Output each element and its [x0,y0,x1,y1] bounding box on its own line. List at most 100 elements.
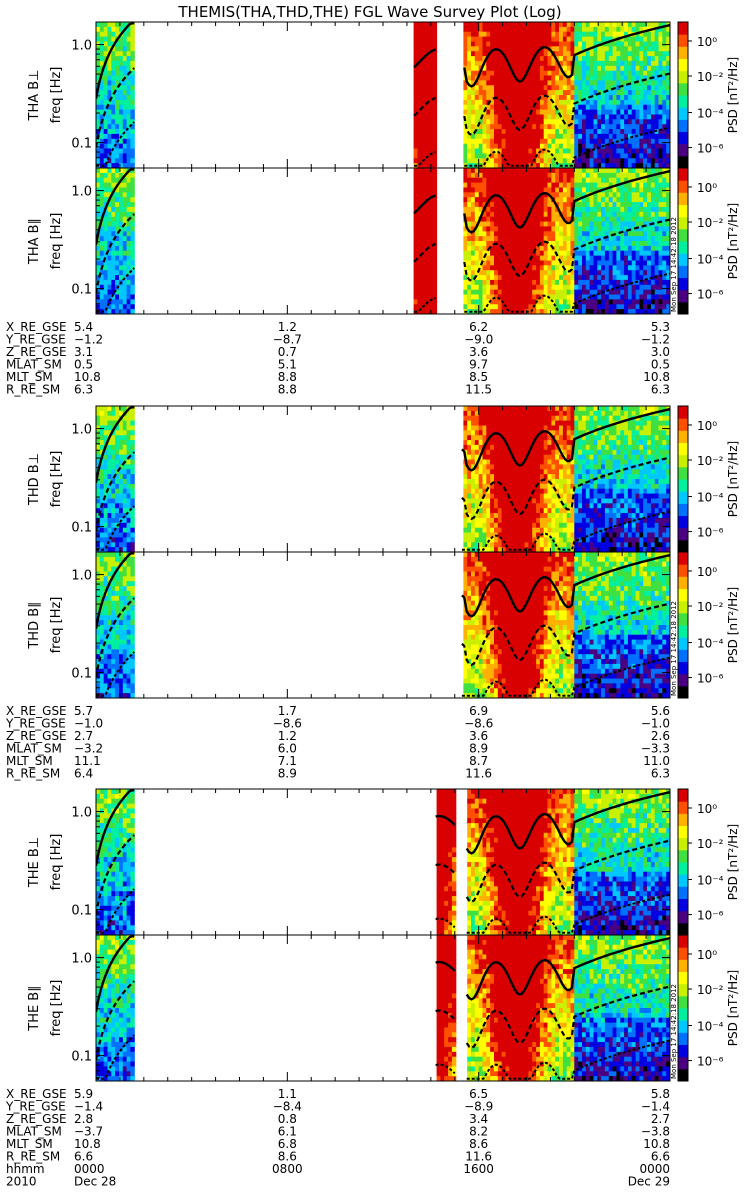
spectrogram-cell [471,95,476,101]
spectrogram-cell [513,265,518,271]
spectrogram-cell [620,275,625,281]
spectrogram-cell [608,211,614,218]
spectrogram-cell [467,153,472,159]
spectrogram-cell [96,119,101,125]
spectrogram-cell [99,226,105,232]
spectrogram-cell [532,231,537,237]
spectrogram-cell [604,211,610,218]
spectrogram-cell [578,206,583,213]
spectrogram-cell [111,221,116,227]
spectrogram-cell [604,36,610,43]
spectrogram-cell [428,182,434,189]
spectrogram-cell [551,109,556,116]
spectrogram-cell [601,60,606,67]
spectrogram-cell [589,153,594,159]
spectrogram-cell [658,129,663,135]
spectrogram-cell [536,22,541,28]
spectrogram-cell [486,508,491,514]
spectrogram-cell [471,206,476,213]
spectrogram-cell [639,60,644,67]
spectrogram-cell [482,241,487,247]
spectrogram-cell [566,75,572,81]
spectrogram-cell [604,41,610,47]
spectrogram-cell [631,211,637,218]
spectrogram-cell [474,513,480,519]
spectrogram-cell [562,51,568,57]
spectrogram-cell [463,250,468,257]
spectrogram-cell [421,95,426,101]
spectrogram-cell [421,270,426,276]
spectrogram-cell [647,275,652,281]
spectrogram-cell [111,508,116,514]
spectrogram-cell [559,221,564,227]
spectrogram-cell [589,231,594,237]
spectrogram-cell [547,163,552,168]
ephemeris-label: Y_RE_GSE [5,333,66,347]
spectrogram-cell [122,22,128,28]
spectrogram-cell [486,75,491,81]
spectrogram-cell [482,104,487,111]
spectrogram-cell [421,138,426,145]
spectrogram-cell [428,124,434,130]
spectrogram-cell [543,51,549,57]
spectrogram-cell [536,143,541,150]
spectrogram-cell [547,153,552,159]
spectrogram-cell [478,124,484,130]
spectrogram-cell [432,56,438,62]
spectrogram-cell [574,129,579,135]
spectrogram-cell [126,236,131,242]
spectrogram-cell [103,211,109,218]
spectrogram-cell [635,109,640,116]
spectrogram-cell [115,410,120,417]
spectrogram-cell [547,31,552,38]
spectrogram-cell [574,221,579,227]
spectrogram-cell [555,51,560,57]
spectrogram-cell [532,275,537,281]
spectrogram-cell [494,177,499,184]
spectrogram-cell [107,245,112,252]
spectrogram-cell [486,542,491,548]
spectrogram-cell [111,435,116,441]
spectrogram-cell [119,265,124,271]
spectrogram-cell [616,22,621,28]
spectrogram-cell [666,289,670,296]
spectrogram-cell [589,138,594,145]
spectrogram-cell [471,294,476,300]
spectrogram-cell [505,279,510,286]
spectrogram-cell [421,265,426,271]
spectrogram-cell [624,56,629,62]
spectrogram-cell [432,119,438,125]
spectrogram-cell [536,85,541,91]
spectrogram-cell [107,216,112,223]
spectrogram-cell [119,498,124,504]
spectrogram-cell [658,226,663,232]
spectrogram-cell [432,206,438,213]
spectrogram-cell [122,435,128,441]
spectrogram-cell [654,182,660,189]
spectrogram-cell [96,211,101,218]
spectrogram-cell [122,36,128,43]
spectrogram-cell [482,410,487,417]
spectrogram-cell [103,304,109,310]
spectrogram-cell [666,265,670,271]
spectrogram-cell [463,435,468,441]
spectrogram-cell [574,143,579,150]
spectrogram-cell [536,284,541,291]
spectrogram-cell [505,133,510,140]
spectrogram-cell [516,172,522,179]
spectrogram-cell [658,192,663,198]
spectrogram-cell [490,474,495,480]
spectrogram-cell [122,522,128,529]
spectrogram-cell [126,231,131,237]
spectrogram-cell [662,236,667,242]
spectrogram-cell [666,129,670,135]
spectrogram-cell [122,60,128,67]
spectrogram-cell [635,304,640,310]
spectrogram-cell [562,192,568,198]
spectrogram-cell [593,192,598,198]
spectrogram-cell [631,265,637,271]
spectrogram-cell [616,294,621,300]
spectrogram-cell [428,119,434,125]
spectrogram-cell [413,143,418,150]
spectrogram-cell [122,168,128,174]
